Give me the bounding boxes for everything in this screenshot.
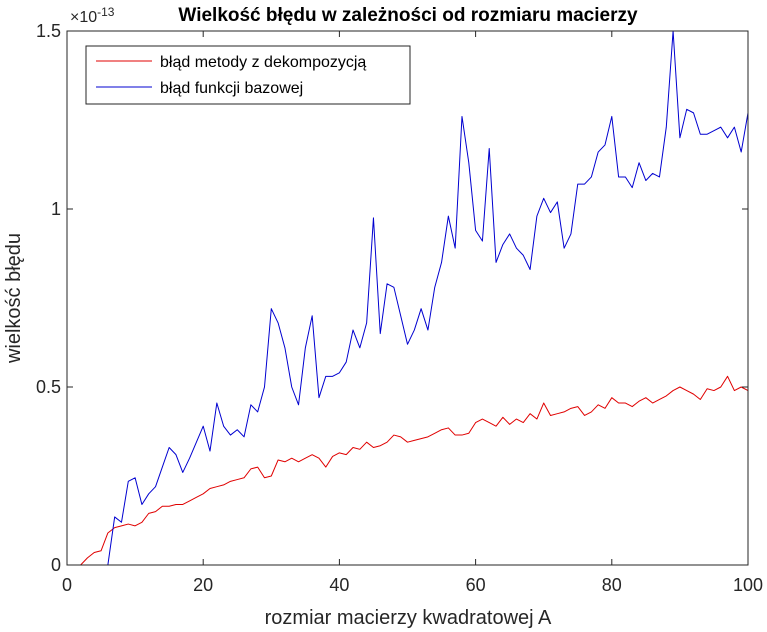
x-tick-label: 0 — [62, 575, 72, 595]
y-axis-label: wielkość błędu — [3, 233, 25, 364]
legend: błąd metody z dekompozycją błąd funkcji … — [85, 45, 411, 105]
legend-label-base-function: błąd funkcji bazowej — [160, 80, 303, 97]
series-line-base-function — [73, 30, 749, 566]
y-tick-label: 0.5 — [36, 377, 61, 397]
x-axis-ticks: 0 20 40 60 80 100 — [62, 31, 763, 595]
legend-label-decomposition: błąd metody z dekompozycją — [160, 54, 366, 71]
x-tick-label: 20 — [193, 575, 213, 595]
y-tick-label: 0 — [51, 555, 61, 575]
axes-background — [67, 31, 748, 565]
plot-area — [66, 30, 749, 566]
y-tick-label: 1 — [51, 199, 61, 219]
y-exponent-base: ×10 — [70, 9, 97, 26]
y-tick-label: 1.5 — [36, 21, 61, 41]
x-tick-label: 80 — [602, 575, 622, 595]
x-axis-label: rozmiar macierzy kwadratowej A — [265, 607, 552, 629]
y-exponent-power: -13 — [97, 5, 115, 19]
x-tick-label: 100 — [733, 575, 763, 595]
series-line-decomposition — [73, 375, 749, 566]
series-layer — [73, 30, 749, 566]
legend-box — [85, 45, 411, 105]
x-tick-label: 60 — [466, 575, 486, 595]
axes-box — [66, 30, 749, 566]
y-axis-ticks: 0 0.5 1 1.5 — [36, 21, 748, 575]
x-tick-label: 40 — [329, 575, 349, 595]
y-exponent-label: ×10-13 — [70, 5, 115, 26]
chart-title: Wielkość błędu w zależności od rozmiaru … — [178, 5, 638, 26]
